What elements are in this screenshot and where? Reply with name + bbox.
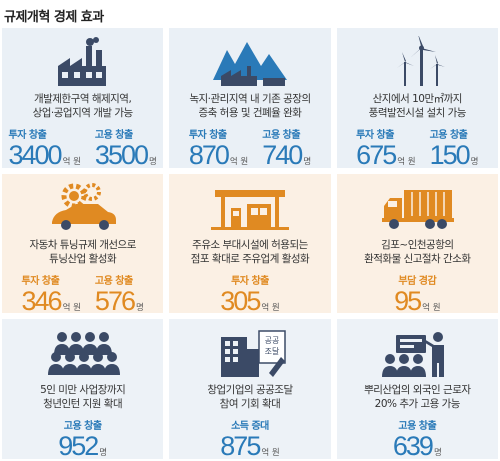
effect-stats: 투자 창출 346 억 원 고용 창출 576 명 [2, 272, 163, 314]
effect-stats: 투자 창출 3400 억 원 고용 창출 3500 명 [2, 126, 163, 168]
investment-stat: 투자 창출 870 억 원 [188, 130, 249, 168]
effect-card-procurement: 공공 조달 창업기업의 공공조달 참여 기회 확대 소득 증대 875 억 원 [169, 319, 331, 459]
effect-card-green-zone: 녹지·관리지역 내 기존 공장의 증축 허용 및 건폐율 완화 투자 창출 87… [169, 28, 331, 168]
effects-grid: 개발제한구역 해제지역, 상업·공업지역 개발 가능 투자 창출 3400 억 원… [2, 28, 498, 459]
factory-icon [40, 36, 126, 86]
burden-reduction-stat: 부담 경감 95 억 원 [394, 275, 441, 314]
effect-card-foreign-workers: 뿌리산업의 외국인 근로자 20% 추가 고용 가능 고용 창출 639 명 [336, 319, 498, 459]
effect-description: 자동차 튜닝규제 개선으로 튜닝산업 활성화 [29, 238, 136, 265]
effect-stats: 투자 창출 675 억 원 고용 창출 150 명 [337, 126, 498, 168]
presenter-audience-icon [374, 327, 460, 378]
employment-stat: 고용 창출 576 명 [94, 275, 144, 314]
effect-description: 뿌리산업의 외국인 근로자 20% 추가 고용 가능 [364, 384, 471, 411]
employment-stat: 고용 창출 639 명 [392, 421, 442, 459]
effect-description: 산지에서 10만㎡까지 풍력발전시설 설치 가능 [368, 93, 467, 119]
employment-stat: 고용 창출 952 명 [58, 421, 108, 459]
effect-stats: 고용 창출 639 명 [337, 417, 498, 459]
effect-description: 김포~인천공항의 환적화물 신고절차 간소화 [364, 238, 471, 265]
wind-turbine-icon [374, 36, 460, 86]
effect-description: 주유소 부대시설에 허용되는 점포 확대로 주유업계 활성화 [190, 238, 310, 265]
employment-stat: 고용 창출 150 명 [429, 130, 479, 168]
investment-stat: 투자 창출 346 억 원 [21, 275, 81, 314]
investment-stat: 투자 창출 305 억 원 [220, 275, 280, 314]
effect-description: 창업기업의 공공조달 참여 기회 확대 [207, 384, 293, 411]
effect-card-greenbelt: 개발제한구역 해제지역, 상업·공업지역 개발 가능 투자 창출 3400 억 원… [2, 28, 164, 168]
effect-card-gas-station: 주유소 부대시설에 허용되는 점포 확대로 주유업계 활성화 투자 창출 305… [169, 173, 331, 314]
effect-card-youth-intern: 5인 미만 사업장까지 청년인턴 지원 확대 고용 창출 952 명 [2, 319, 164, 459]
effect-card-wind-power: 산지에서 10만㎡까지 풍력발전시설 설치 가능 투자 창출 675 억 원 고용… [336, 28, 498, 168]
procurement-doc-text-1: 공공 [265, 336, 280, 345]
building-document-icon: 공공 조달 [207, 327, 293, 378]
effect-stats: 투자 창출 305 억 원 [169, 272, 330, 314]
people-group-icon [40, 327, 126, 377]
investment-stat: 투자 창출 675 억 원 [356, 130, 416, 168]
effect-stats: 투자 창출 870 억 원 고용 창출 740 명 [169, 126, 330, 168]
employment-stat: 고용 창출 740 명 [262, 130, 312, 168]
effect-stats: 고용 창출 952 명 [2, 417, 163, 459]
effect-description: 녹지·관리지역 내 기존 공장의 증축 허용 및 건폐율 완화 [189, 93, 311, 119]
investment-stat: 투자 창출 3400 억 원 [8, 130, 81, 168]
effect-stats: 부담 경감 95 억 원 [337, 272, 498, 314]
mountain-factory-icon [207, 36, 293, 86]
page-title: 규제개혁 경제 효과 [4, 10, 104, 25]
income-stat: 소득 증대 875 억 원 [220, 421, 280, 459]
effect-description: 개발제한구역 해제지역, 상업·공업지역 개발 가능 [32, 93, 134, 119]
car-gear-icon [40, 182, 126, 232]
effect-description: 5인 미만 사업장까지 청년인턴 지원 확대 [40, 384, 126, 411]
effect-stats: 소득 증대 875 억 원 [169, 417, 330, 459]
gas-station-icon [207, 182, 293, 232]
truck-icon [374, 182, 460, 232]
effect-card-car-tuning: 자동차 튜닝규제 개선으로 튜닝산업 활성화 투자 창출 346 억 원 고용 창… [2, 173, 164, 314]
effect-card-cargo: 김포~인천공항의 환적화물 신고절차 간소화 부담 경감 95 억 원 [336, 173, 498, 314]
employment-stat: 고용 창출 3500 명 [94, 130, 157, 168]
procurement-doc-text-2: 조달 [265, 347, 280, 356]
